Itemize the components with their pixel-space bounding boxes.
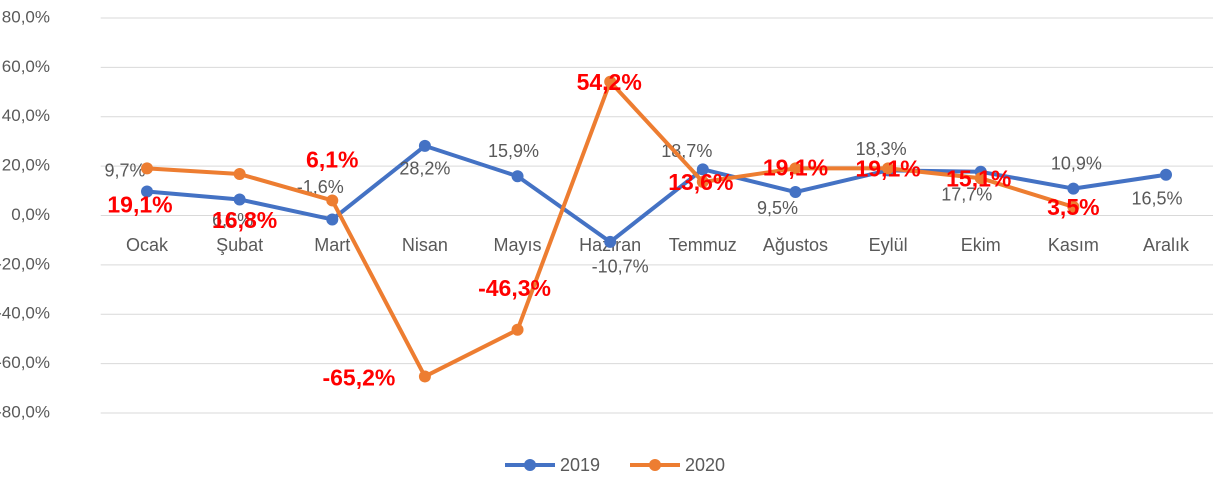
x-tick-label: Mart [314,235,350,255]
data-label: 19,1% [855,155,920,181]
data-point [696,163,709,176]
data-label: -10,7% [592,257,649,277]
data-label: 3,5% [1047,194,1099,220]
x-tick-label: Eylül [869,235,908,255]
x-tick-label: Mayıs [494,235,542,255]
series-line [146,143,1167,244]
data-point [511,170,524,183]
data-label: 15,9% [488,141,539,161]
y-tick-label: 20,0% [2,156,50,175]
x-tick-label: Ekim [961,235,1001,255]
data-point [1067,182,1080,195]
data-label: 18,3% [856,139,907,159]
data-label: 19,1% [763,154,828,180]
data-point [789,162,802,175]
data-point [141,162,153,175]
x-tick-label: Temmuz [669,235,737,255]
data-point [233,168,246,181]
data-label: 15,1% [946,165,1011,191]
y-tick-label: 80,0% [2,7,50,26]
x-tick-label: Nisan [402,235,448,255]
legend-marker [524,459,536,471]
y-tick-label: -40,0% [0,304,50,323]
data-label: 54,2% [577,69,642,95]
data-label: -65,2% [322,365,395,391]
y-tick-label: 60,0% [2,57,50,76]
legend-label: 2020 [685,455,725,475]
data-label: 16,5% [1131,189,1182,209]
x-tick-label: Aralık [1143,235,1190,255]
x-tick-label: Ocak [126,235,169,255]
y-tick-label: 40,0% [2,106,50,125]
y-tick-label: -60,0% [0,353,50,372]
data-point [974,172,987,185]
data-point [418,139,431,152]
data-point [1160,168,1172,181]
data-label: 18,7% [661,141,712,161]
data-label: 10,9% [1051,153,1102,173]
data-point [141,185,153,198]
data-label: 17,7% [941,185,992,205]
data-point [604,235,617,248]
data-label: 13,6% [668,169,733,195]
x-tick-label: Şubat [216,235,263,255]
y-tick-label: -80,0% [0,402,50,421]
data-point [418,370,431,383]
data-label: 6,1% [306,147,358,173]
y-tick-label: 0,0% [11,205,50,224]
data-label: 28,2% [399,159,450,179]
series-line [146,79,1074,379]
data-point [233,193,246,206]
data-point [511,323,524,336]
x-tick-label: Kasım [1048,235,1099,255]
data-point [882,162,895,175]
data-label: 9,7% [104,160,145,180]
legend-marker [649,459,661,471]
data-point [604,75,617,88]
data-point [789,186,802,199]
x-tick-label: Ağustos [763,235,828,255]
data-label: 16,8% [212,207,277,233]
data-label: 6,5% [212,210,253,230]
data-point [326,194,339,207]
data-label: 9,5% [757,198,798,218]
data-point [1067,200,1080,213]
data-point [326,213,339,226]
data-point [696,175,709,188]
legend-label: 2019 [560,455,600,475]
data-label: 19,1% [107,191,172,217]
y-tick-label: -20,0% [0,254,50,273]
data-label: -46,3% [478,275,551,301]
